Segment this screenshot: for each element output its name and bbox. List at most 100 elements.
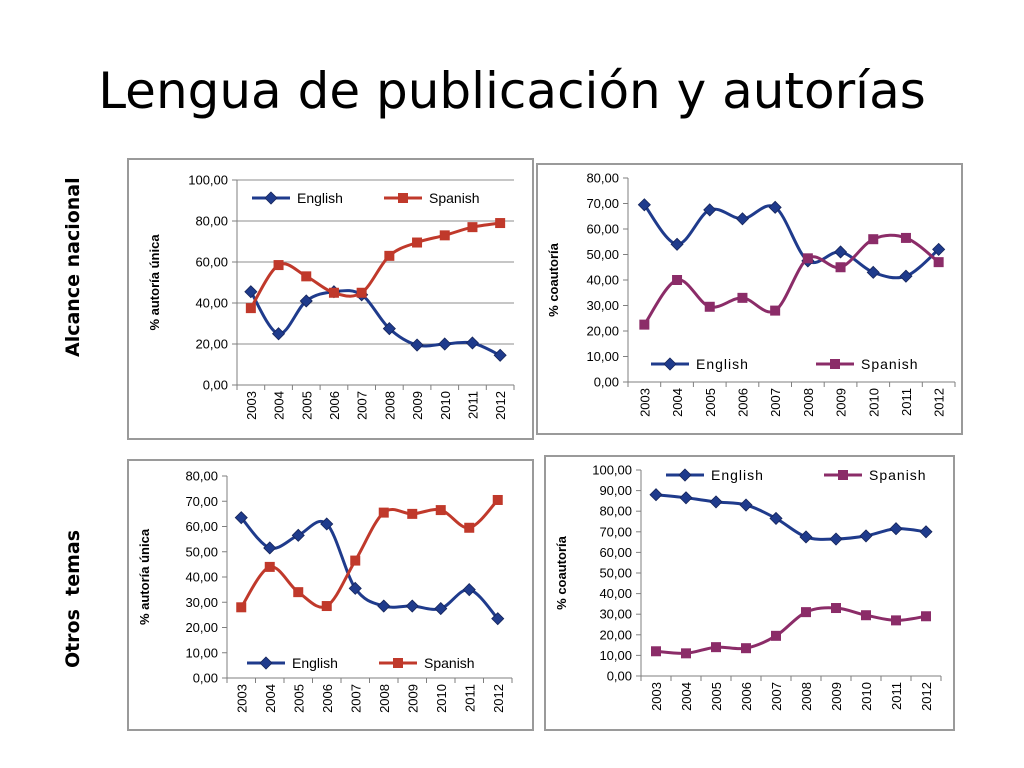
legend-label: Spanish [869,467,927,483]
y-tick-label: 30,00 [586,298,619,313]
x-tick-label: 2008 [801,388,816,417]
legend-label: English [297,190,343,206]
data-point [236,602,247,613]
data-point [301,271,312,282]
series-points-spanish [236,494,503,613]
series-points-english [234,511,505,626]
x-tick-label: 2003 [244,391,259,420]
legend-entry-spanish: Spanish [384,190,480,206]
x-tick-label: 2007 [355,391,370,420]
x-tick-label: 2008 [382,391,397,420]
y-tick-label: 40,00 [599,586,632,601]
data-point [866,265,880,279]
x-tick-label: 2008 [377,684,392,713]
data-point [263,541,277,555]
legend-entry-english: English [666,467,764,483]
data-point [439,230,450,241]
data-point [405,599,419,613]
chart-panel-single-other: 0,00 10,00 20,00 30,00 40,00 50,00 60,00 70,00 8… [127,459,534,731]
x-tick-label: 2004 [679,682,694,711]
data-point [328,287,339,298]
y-tick-label: 70,00 [185,494,218,509]
data-point [711,642,721,653]
data-point [264,561,275,572]
series-line-english [240,516,499,620]
legend-label: English [292,655,338,671]
y-tick-label: 0,00 [607,669,632,684]
x-tick-label: 2003 [234,684,249,713]
legend-label: Spanish [861,356,919,372]
data-point [491,612,505,626]
series-line-spanish [249,221,501,309]
data-point [770,305,781,316]
data-point [919,525,933,539]
data-point [299,294,313,308]
data-point [829,532,843,546]
x-tick-label: 2007 [348,684,363,713]
x-tick-label: 2004 [670,388,685,417]
data-point [921,611,931,622]
y-tick-label: 0,00 [594,375,619,390]
y-tick-label: 40,00 [185,570,218,585]
legend-marker [830,359,840,369]
series-points-spanish [651,603,931,659]
x-tick-label: 2006 [320,684,335,713]
y-tick-label: 80,00 [586,171,619,186]
legend-marker [264,191,278,205]
series-points-spanish [245,218,506,314]
y-tick-label: 60,00 [195,255,228,270]
data-point [377,599,391,613]
series-line-spanish [239,498,499,609]
x-tick-label: 2007 [769,682,784,711]
data-point [741,643,751,654]
data-point [410,338,424,352]
series-points-spanish [639,232,944,330]
legend-entry-english: English [247,655,338,671]
data-point [900,232,911,243]
data-point [739,498,753,512]
chart-coauthorship-other: 0,00 10,00 20,00 30,00 40,00 50,00 60,00 70,00 8… [554,463,942,711]
y-tick-label: 50,00 [599,566,632,581]
data-point [320,517,334,531]
data-point [672,275,683,285]
x-tick-label: 2003 [637,388,652,417]
y-tick-label: 40,00 [586,273,619,288]
legend-marker [663,357,677,371]
data-point [833,245,848,259]
x-tick-label: 2005 [709,682,724,711]
data-point [649,488,663,502]
x-tick-label: 2010 [866,388,881,417]
y-tick-label: 10,00 [185,645,218,660]
x-tick-label: 2003 [649,682,664,711]
x-tick-label: 2005 [703,388,718,417]
data-point [709,495,723,509]
series-points-english [244,285,507,362]
y-tick-label: 30,00 [599,607,632,622]
data-point [768,200,782,214]
y-tick-label: 0,00 [203,378,228,393]
x-tick-label: 2012 [493,391,508,420]
data-point [412,237,423,248]
y-tick-label: 80,00 [195,214,228,229]
data-point [493,348,507,362]
legend-entry-spanish: Spanish [824,467,927,483]
y-tick-label: 60,00 [185,519,218,534]
data-point [384,250,395,261]
series-line-spanish [655,606,927,655]
data-point [434,601,448,616]
data-point [868,234,879,245]
y-tick-label: 20,00 [599,627,632,642]
row-label-national: Alcance nacional [62,177,84,357]
data-point [703,203,717,217]
legend-label: English [711,467,764,483]
data-point [244,285,258,299]
y-axis-label: % autoría única [137,528,152,625]
legend-entry-english: English [651,356,748,372]
x-tick-label: 2007 [768,388,783,417]
y-tick-label: 0,00 [193,671,218,686]
y-tick-label: 80,00 [185,469,218,484]
data-point [769,511,783,525]
data-point [234,511,248,525]
data-point [799,530,813,544]
data-point [681,648,691,659]
